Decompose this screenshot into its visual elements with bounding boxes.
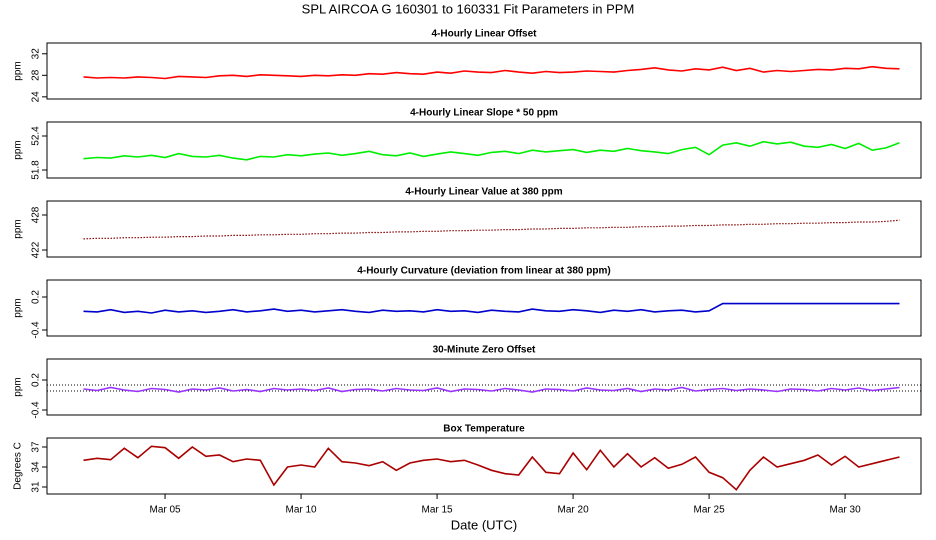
y-axis-label: ppm (13, 219, 24, 238)
y-axis-label: ppm (13, 377, 24, 396)
y-tick-label: 422 (31, 241, 42, 258)
series-line (83, 140, 900, 161)
panel-title: 30-Minute Zero Offset (433, 345, 536, 356)
x-tick-label: Mar 30 (830, 505, 862, 516)
y-tick-label: -0.4 (31, 401, 42, 419)
plot-frame (46, 358, 922, 416)
series-line (83, 302, 900, 314)
x-tick-label: Mar 20 (558, 505, 590, 516)
panel-title: 4-Hourly Linear Slope * 50 ppm (410, 108, 558, 119)
plot-frame (46, 279, 922, 337)
x-tick-label: Mar 15 (422, 505, 454, 516)
plot-frame (46, 437, 922, 495)
x-tick-label: Mar 25 (694, 505, 726, 516)
y-tick-label: 37 (31, 441, 42, 453)
series-line (83, 65, 900, 80)
panel-title: 4-Hourly Linear Value at 380 ppm (405, 187, 562, 198)
y-axis-label: ppm (13, 61, 24, 80)
figure-title: SPL AIRCOA G 160301 to 160331 Fit Parame… (302, 1, 635, 16)
panel-title: Box Temperature (443, 424, 525, 435)
y-tick-label: 0.2 (31, 290, 42, 304)
y-axis-label: Degrees C (13, 442, 24, 490)
series-line (83, 219, 900, 240)
y-tick-label: 24 (31, 91, 42, 103)
y-tick-label: 32 (31, 48, 42, 60)
y-tick-label: 428 (31, 206, 42, 223)
plot-frame (46, 200, 922, 258)
x-tick-label: Mar 05 (149, 505, 181, 516)
panel-title: 4-Hourly Curvature (deviation from linea… (357, 266, 610, 277)
y-tick-label: 34 (31, 461, 42, 473)
plot-frame (46, 121, 922, 179)
y-tick-label: 52.4 (31, 126, 42, 146)
y-tick-label: 0.2 (31, 373, 42, 387)
series-line (83, 445, 900, 491)
y-tick-label: 28 (31, 69, 42, 81)
x-axis-label: Date (UTC) (451, 517, 517, 532)
panel-title: 4-Hourly Linear Offset (431, 29, 537, 40)
x-tick-label: Mar 10 (286, 505, 318, 516)
plot-frame (46, 42, 922, 100)
y-axis-label: ppm (13, 140, 24, 159)
series-line (83, 386, 900, 393)
y-axis-label: ppm (13, 298, 24, 317)
y-tick-label: -0.4 (31, 321, 42, 339)
y-tick-label: 51.8 (31, 160, 42, 180)
y-tick-label: 31 (31, 481, 42, 493)
